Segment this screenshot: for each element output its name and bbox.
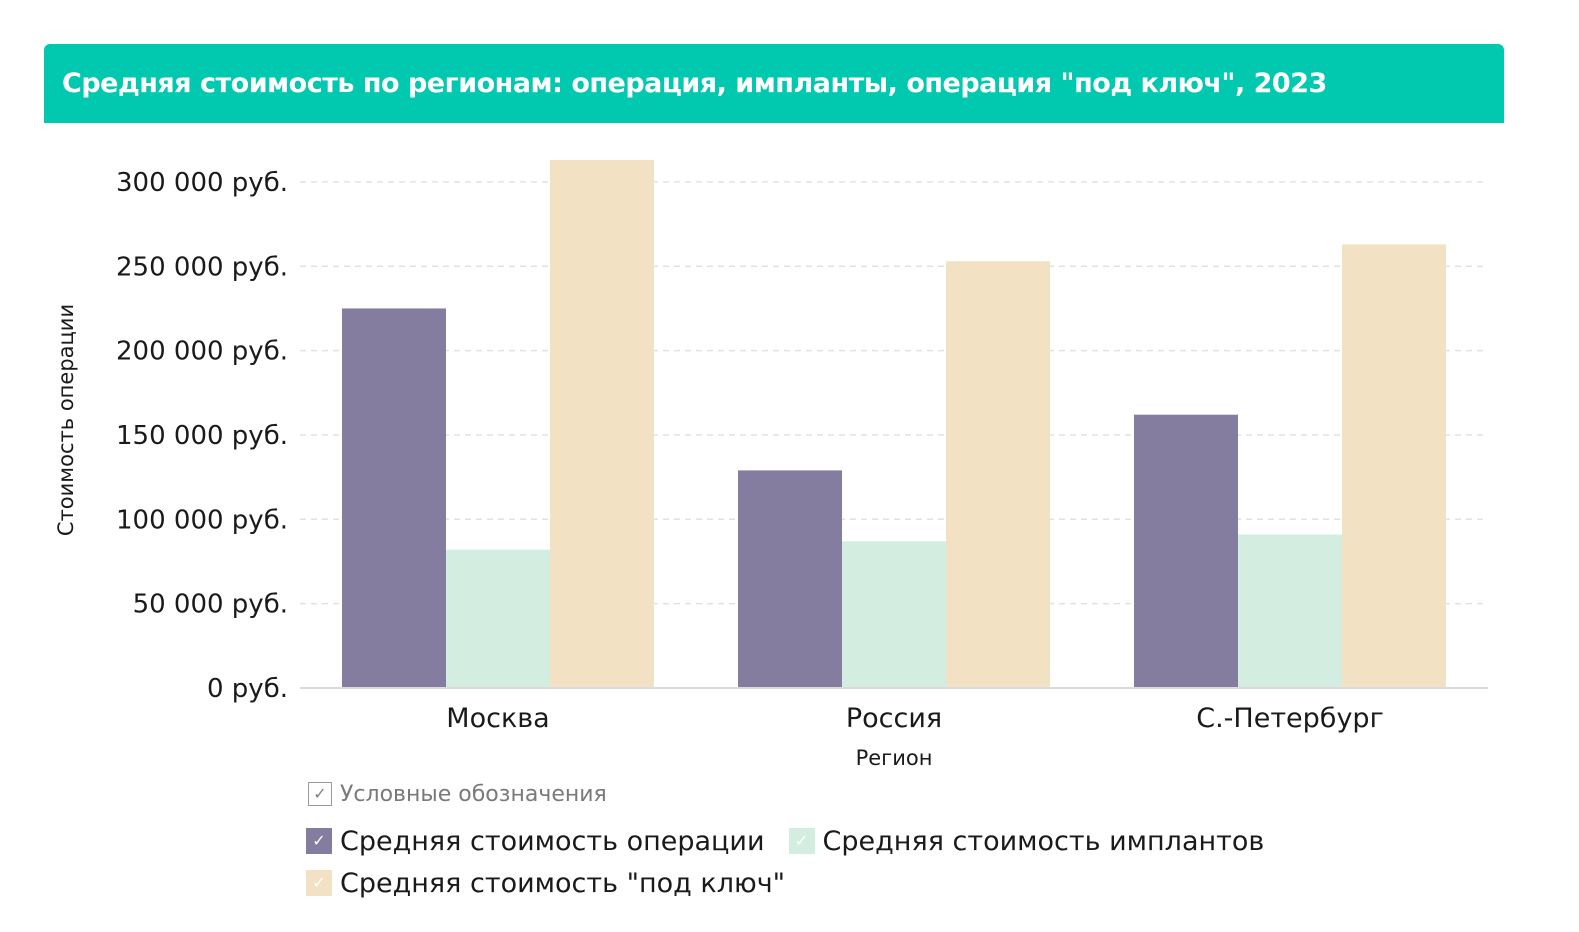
bar-3-2[interactable] xyxy=(946,261,1050,687)
legend-item-3[interactable]: ✓ Средняя стоимость "под ключ" xyxy=(306,862,785,904)
legend-swatch-check-icon[interactable]: ✓ xyxy=(306,870,332,896)
legend-item-label: Средняя стоимость имплантов xyxy=(822,825,1265,857)
bar-chart: 0 руб. 50 000 руб. 100 000 руб. 150 000 руб… xyxy=(54,160,1488,770)
y-tick-label: 100 000 руб. xyxy=(116,505,288,535)
legend-toggle-checkbox-icon[interactable]: ✓ xyxy=(308,782,332,806)
y-axis-title: Стоимость операции xyxy=(54,304,78,536)
chart-header: Средняя стоимость по регионам: операция,… xyxy=(44,44,1504,123)
y-tick-label: 150 000 руб. xyxy=(116,421,288,451)
legend-item-1[interactable]: ✓ Средняя стоимость операции xyxy=(306,820,765,862)
y-axis-ticks: 0 руб. 50 000 руб. 100 000 руб. 150 000 руб… xyxy=(116,168,288,704)
x-axis-categories: Москва Россия С.-Петербург xyxy=(446,703,1383,734)
bar-2-3[interactable] xyxy=(1238,534,1342,687)
bars xyxy=(342,160,1446,688)
x-category-label: Москва xyxy=(446,703,549,734)
legend-item-label: Средняя стоимость "под ключ" xyxy=(340,867,786,899)
y-tick-label: 200 000 руб. xyxy=(116,337,288,367)
bar-2-1[interactable] xyxy=(446,549,550,687)
x-axis-title: Регион xyxy=(856,746,933,770)
legend: ✓ Условные обозначения ✓ Средняя стоимост… xyxy=(306,778,1406,904)
bar-3-1[interactable] xyxy=(550,160,654,687)
legend-swatch-check-icon[interactable]: ✓ xyxy=(306,828,332,854)
legend-header[interactable]: ✓ Условные обозначения xyxy=(306,778,1406,810)
chart-title: Средняя стоимость по регионам: операция,… xyxy=(62,68,1327,99)
y-tick-label: 0 руб. xyxy=(207,674,288,704)
bar-1-3[interactable] xyxy=(1134,414,1238,687)
legend-item-2[interactable]: ✓ Средняя стоимость имплантов xyxy=(788,820,1265,862)
legend-swatch-check-icon[interactable]: ✓ xyxy=(788,828,815,854)
bar-2-2[interactable] xyxy=(842,541,946,687)
x-category-label: С.-Петербург xyxy=(1196,703,1384,734)
bar-1-2[interactable] xyxy=(738,470,842,687)
bar-3-3[interactable] xyxy=(1342,244,1446,688)
legend-item-label: Средняя стоимость операции xyxy=(340,825,765,857)
x-category-label: Россия xyxy=(846,703,942,734)
legend-items: ✓ Средняя стоимость операции ✓ Средняя стои… xyxy=(306,820,1306,904)
legend-title: Условные обозначения xyxy=(340,781,607,807)
bar-1-1[interactable] xyxy=(342,308,446,687)
y-tick-label: 50 000 руб. xyxy=(133,590,288,620)
y-tick-label: 300 000 руб. xyxy=(116,168,288,198)
y-tick-label: 250 000 руб. xyxy=(116,252,288,282)
